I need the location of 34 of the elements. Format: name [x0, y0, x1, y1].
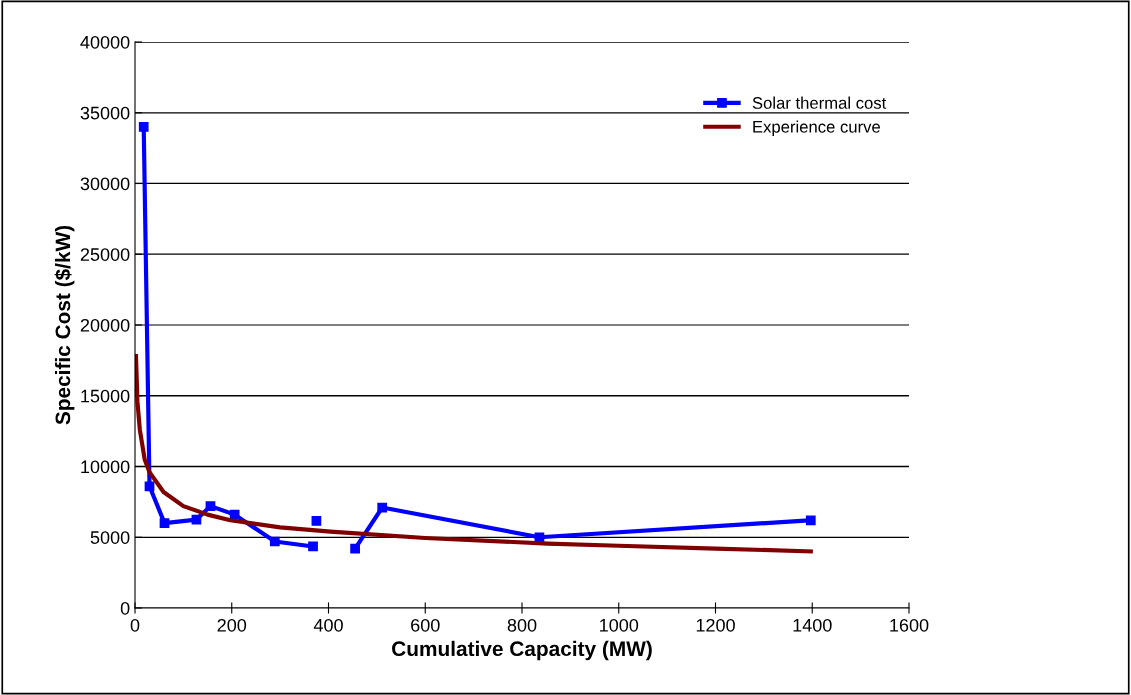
- line-series: [135, 354, 813, 554]
- y-tick-label: 35000: [80, 106, 130, 120]
- point: [205, 501, 216, 511]
- point: [377, 502, 388, 513]
- y-tick-label: 10000: [81, 460, 130, 474]
- y-tick-label: 25000: [80, 248, 130, 261]
- point: [311, 516, 322, 526]
- y-tick-label: 20000: [80, 318, 130, 332]
- x-tick-label: 200: [217, 618, 247, 632]
- x-tick-label: 600: [411, 618, 440, 632]
- x-tick-label: 0: [130, 618, 140, 632]
- x-axis-title: Cumulative Capacity (MW): [392, 640, 652, 661]
- point: [144, 481, 155, 492]
- y-tick-label: 15000: [81, 389, 130, 403]
- point: [269, 536, 280, 547]
- y-tick-label: 0: [120, 601, 130, 615]
- x-tick-label: 1200: [696, 618, 735, 632]
- legend-label: Solar thermal cost: [752, 96, 887, 109]
- y-tick-label: 40000: [80, 35, 130, 49]
- y-axis-title: Specific Cost ($/kW): [54, 225, 75, 425]
- point: [350, 543, 360, 554]
- x-tick-label: 1400: [793, 618, 832, 632]
- x-tick-label: 400: [313, 618, 343, 632]
- point: [308, 541, 318, 552]
- x-tick-label: 1000: [600, 618, 639, 632]
- legend-label: Experience curve: [753, 120, 880, 137]
- point: [229, 509, 240, 520]
- point: [138, 122, 149, 132]
- point: [159, 518, 170, 528]
- x-tick-label: 800: [507, 618, 537, 632]
- x-tick-label: 1600: [890, 618, 929, 632]
- y-tick-label: 30000: [80, 177, 130, 191]
- point: [805, 515, 816, 526]
- y-tick-label: 5000: [90, 531, 130, 544]
